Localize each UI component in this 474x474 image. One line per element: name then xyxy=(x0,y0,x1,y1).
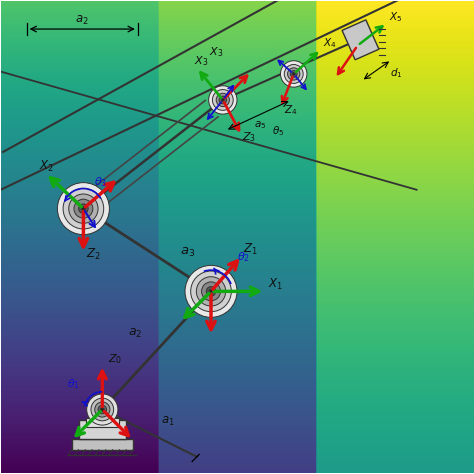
Text: $X_1$: $X_1$ xyxy=(268,277,283,292)
Circle shape xyxy=(209,86,237,114)
Text: $Z_4$: $Z_4$ xyxy=(284,103,298,117)
Circle shape xyxy=(79,204,88,213)
Circle shape xyxy=(98,405,107,414)
Circle shape xyxy=(212,90,233,110)
Text: $Z_1$: $Z_1$ xyxy=(243,242,258,257)
Text: $d_1$: $d_1$ xyxy=(390,66,402,80)
Circle shape xyxy=(288,68,300,80)
Circle shape xyxy=(209,290,213,293)
Circle shape xyxy=(100,408,104,411)
Circle shape xyxy=(185,265,237,318)
Text: $X_3$: $X_3$ xyxy=(194,55,209,68)
Circle shape xyxy=(63,188,104,229)
Circle shape xyxy=(57,182,109,235)
Bar xyxy=(342,20,379,60)
Text: $\theta_3$: $\theta_3$ xyxy=(94,175,107,189)
Circle shape xyxy=(206,287,216,296)
Text: $\theta_2$: $\theta_2$ xyxy=(237,251,250,264)
Text: $X_3$: $X_3$ xyxy=(209,45,223,59)
Circle shape xyxy=(95,402,110,417)
Circle shape xyxy=(91,398,114,421)
Text: $X_4$: $X_4$ xyxy=(323,36,337,50)
Text: $a_1$: $a_1$ xyxy=(161,415,175,428)
Circle shape xyxy=(291,71,297,77)
Text: $\theta_1$: $\theta_1$ xyxy=(67,377,80,391)
Circle shape xyxy=(284,64,303,83)
Circle shape xyxy=(216,93,229,107)
Circle shape xyxy=(292,73,295,75)
Text: $X_5$: $X_5$ xyxy=(389,10,403,24)
Text: $Z_3$: $Z_3$ xyxy=(242,130,256,144)
Text: $a_2$: $a_2$ xyxy=(75,14,89,27)
Circle shape xyxy=(82,207,85,210)
Text: $a_2$: $a_2$ xyxy=(128,327,143,340)
Circle shape xyxy=(281,61,307,87)
Circle shape xyxy=(74,199,93,218)
Text: $Z_0$: $Z_0$ xyxy=(109,352,123,366)
Circle shape xyxy=(221,99,224,101)
Text: $a_5$: $a_5$ xyxy=(254,119,266,131)
Circle shape xyxy=(196,277,226,306)
Bar xyxy=(79,420,126,439)
Circle shape xyxy=(69,194,98,223)
Bar xyxy=(72,439,133,450)
Circle shape xyxy=(219,96,227,104)
Circle shape xyxy=(87,394,118,425)
Circle shape xyxy=(191,271,231,312)
Bar xyxy=(86,418,119,428)
Text: $\theta_5$: $\theta_5$ xyxy=(273,124,285,138)
Text: $X_2$: $X_2$ xyxy=(38,159,54,174)
Text: $Z_2$: $Z_2$ xyxy=(86,247,101,263)
Circle shape xyxy=(201,282,220,301)
Text: $a_3$: $a_3$ xyxy=(180,246,196,259)
